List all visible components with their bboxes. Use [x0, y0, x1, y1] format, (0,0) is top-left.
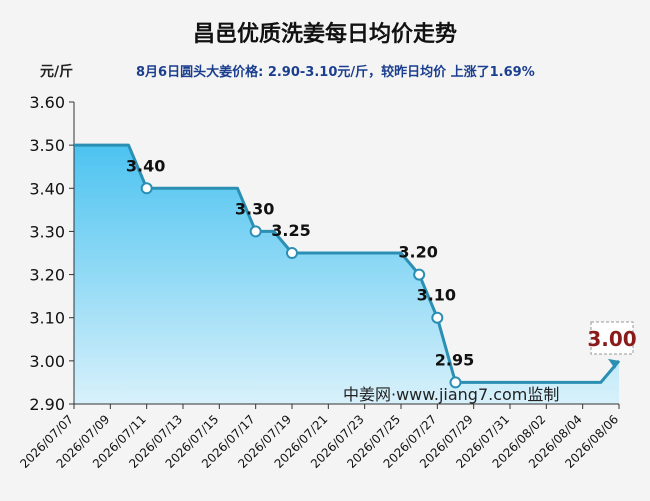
price-point: [413, 268, 426, 281]
latest-price-label: 3.00: [587, 327, 636, 351]
y-tick-label: 3.30: [29, 222, 65, 241]
y-tick-label: 3.00: [29, 352, 65, 371]
price-point: [249, 225, 262, 238]
latest-price-box: [590, 321, 634, 355]
y-axis-unit-label: 元/斤: [40, 64, 74, 80]
price-point-label: 3.40: [126, 156, 165, 175]
price-line: [74, 143, 621, 384]
price-point: [431, 311, 444, 324]
watermark-text: 中姜网·www.jiang7.com监制: [343, 385, 559, 404]
chart-title: 昌邑优质洗姜每日均价走势: [192, 22, 457, 47]
y-tick-label: 3.60: [29, 93, 65, 112]
y-tick-label: 3.20: [29, 266, 65, 285]
y-tick-label: 3.50: [29, 136, 65, 155]
price-point-label: 3.20: [398, 243, 437, 262]
y-tick-label: 3.10: [29, 309, 65, 328]
y-tick-label: 3.40: [29, 179, 65, 198]
price-point: [449, 376, 462, 389]
price-point-label: 2.95: [435, 350, 474, 369]
price-point-label: 3.10: [417, 286, 456, 305]
latest-arrow-icon: [608, 358, 619, 369]
price-point-label: 3.30: [235, 199, 274, 218]
price-point: [140, 182, 153, 195]
price-point: [286, 247, 298, 259]
y-tick-label: 2.90: [29, 395, 65, 414]
price-point-label: 3.25: [271, 221, 310, 240]
price-summary-subtitle: 8月6日圆头大姜价格: 2.90-3.10元/斤，较昨日均价 上涨了1.69%: [136, 65, 535, 80]
price-area-fill: [74, 145, 619, 404]
